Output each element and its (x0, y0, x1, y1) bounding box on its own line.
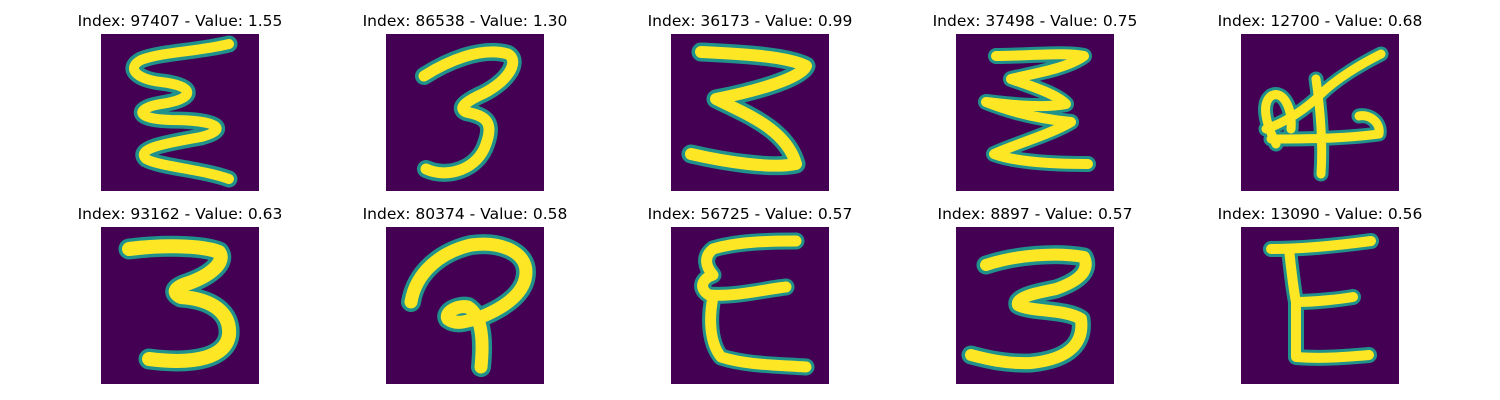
panel-80374: Index: 80374 - Value: 0.58 (335, 203, 595, 393)
panel-title: Index: 8897 - Value: 0.57 (937, 205, 1133, 223)
panel-title: Index: 97407 - Value: 1.55 (77, 12, 283, 30)
digit-image (671, 227, 829, 384)
panel-37498: Index: 37498 - Value: 0.75 (905, 10, 1165, 200)
panel-title: Index: 93162 - Value: 0.63 (77, 205, 283, 223)
panel-97407: Index: 97407 - Value: 1.55 (50, 10, 310, 200)
digit-image (386, 34, 544, 191)
handwritten-glyph-wavy-e (125, 35, 238, 188)
digit-image (956, 227, 1114, 384)
handwritten-glyph-three (415, 42, 522, 182)
digit-image (101, 227, 259, 384)
panel-93162: Index: 93162 - Value: 0.63 (50, 203, 310, 393)
panel-title: Index: 37498 - Value: 0.75 (932, 12, 1138, 30)
panel-title: Index: 36173 - Value: 0.99 (647, 12, 853, 30)
handwritten-glyph-curly-e (694, 232, 815, 376)
panel-title: Index: 12700 - Value: 0.68 (1217, 12, 1423, 30)
panel-13090: Index: 13090 - Value: 0.56 (1190, 203, 1450, 393)
panel-12700: Index: 12700 - Value: 0.68 (1190, 10, 1450, 200)
panel-56725: Index: 56725 - Value: 0.57 (620, 203, 880, 393)
handwritten-glyph-zigzag-three (681, 42, 816, 176)
panel-title: Index: 86538 - Value: 1.30 (362, 12, 568, 30)
panel-title: Index: 13090 - Value: 0.56 (1217, 205, 1423, 223)
handwritten-glyph-round-three (961, 245, 1096, 373)
panel-86538: Index: 86538 - Value: 1.30 (335, 10, 595, 200)
digit-image (101, 34, 259, 191)
handwritten-glyph-bold-three (118, 235, 240, 372)
panel-8897: Index: 8897 - Value: 0.57 (905, 203, 1165, 393)
handwritten-glyph-four-like (1258, 46, 1389, 182)
digit-image (1241, 34, 1399, 191)
panel-title: Index: 56725 - Value: 0.57 (647, 205, 853, 223)
panel-36173: Index: 36173 - Value: 0.99 (620, 10, 880, 200)
digit-image (671, 34, 829, 191)
handwritten-glyph-p-like (401, 234, 536, 377)
panel-title: Index: 80374 - Value: 0.58 (362, 205, 568, 223)
digit-image (1241, 227, 1399, 384)
handwritten-glyph-zigzag-e (978, 46, 1096, 172)
handwritten-glyph-block-e (1263, 233, 1379, 366)
digit-image (386, 227, 544, 384)
digit-image (956, 34, 1114, 191)
